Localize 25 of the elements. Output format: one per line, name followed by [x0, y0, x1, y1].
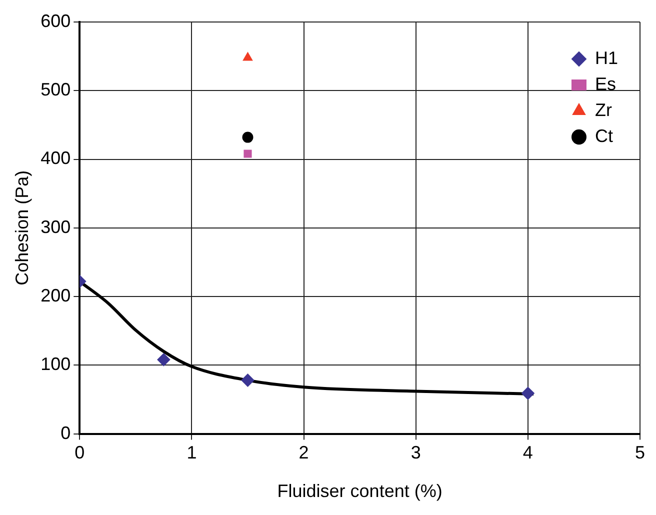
point [521, 386, 534, 400]
y-tick-label: 200 [40, 286, 71, 306]
point [242, 52, 253, 61]
x-tick-label: 4 [522, 442, 533, 463]
y-tick-label: 400 [40, 148, 71, 168]
x-tick-label: 0 [74, 442, 85, 463]
x-tick-label: 5 [634, 442, 645, 463]
legend-label: Zr [594, 100, 612, 120]
x-axis-title: Fluidiser content (%) [277, 481, 442, 502]
y-tick-label: 300 [40, 216, 71, 237]
y-tick-label: 600 [40, 10, 71, 31]
x-tick-label: 3 [410, 442, 421, 463]
x-tick-label: 1 [186, 442, 197, 463]
x-tick-label: 2 [298, 442, 309, 463]
legend-label: Ct [594, 126, 613, 146]
legend-label: Es [594, 74, 616, 94]
legend-label: H1 [594, 48, 618, 68]
y-axis-title: Cohesion (Pa) [12, 170, 32, 286]
point [157, 353, 170, 366]
y-tick-label: 500 [40, 80, 71, 100]
point [241, 374, 254, 387]
y-tick-label: 100 [40, 354, 71, 374]
point [242, 132, 254, 143]
y-tick-label: 0 [60, 422, 71, 443]
point [244, 150, 252, 158]
